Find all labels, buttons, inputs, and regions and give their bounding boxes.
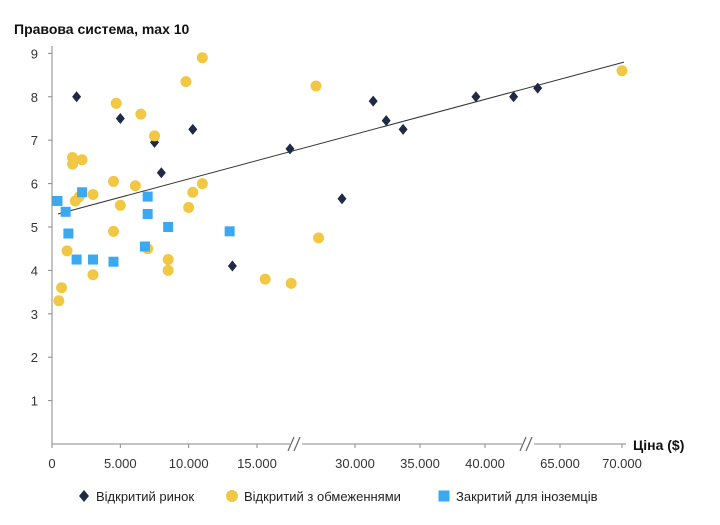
- axis-break-mark: [525, 436, 533, 452]
- data-point-closed: [63, 228, 74, 239]
- x-tick-label: 0: [48, 456, 55, 471]
- data-point-closed: [142, 191, 153, 202]
- data-point-open: [285, 143, 295, 155]
- data-point-closed: [142, 208, 153, 219]
- x-axis-label: Ціна ($): [633, 437, 684, 453]
- data-point-open: [398, 123, 408, 135]
- data-point-open: [381, 115, 391, 127]
- data-point-restricted: [285, 277, 297, 289]
- y-tick-label: 1: [31, 394, 38, 409]
- data-point-open: [533, 82, 543, 94]
- y-tick-label: 7: [31, 133, 38, 148]
- data-point-open: [72, 91, 82, 103]
- plot-area: 1 2 3 4 5 6 7 8 9 0 5.000 10.000 15.000 30.000 35.000 4…: [31, 46, 642, 471]
- data-point-closed: [224, 226, 235, 237]
- x-tick-label: 30.000: [335, 456, 375, 471]
- data-point-restricted: [87, 188, 99, 200]
- data-point-restricted: [616, 65, 628, 77]
- x-tick-label: 15.000: [237, 456, 277, 471]
- data-point-restricted: [135, 108, 147, 120]
- data-point-restricted: [114, 199, 126, 211]
- y-tick-label: 2: [31, 350, 38, 365]
- data-point-restricted: [53, 295, 65, 307]
- data-point-restricted: [196, 178, 208, 190]
- data-point-restricted: [108, 225, 119, 237]
- legend-marker-square: [438, 490, 450, 502]
- data-point-closed: [71, 254, 82, 265]
- data-point-restricted: [259, 273, 271, 285]
- y-tick-label: 4: [31, 263, 38, 278]
- y-tick-label: 5: [31, 220, 38, 235]
- data-points: [52, 52, 628, 307]
- axis-break-mark: [519, 436, 527, 452]
- data-point-open: [337, 193, 347, 205]
- axis-break-mark: [287, 436, 295, 452]
- data-point-closed: [163, 222, 174, 232]
- data-point-restricted: [87, 269, 99, 281]
- legend-label: Закритий для іноземців: [456, 489, 598, 504]
- y-tick-label: 8: [31, 90, 38, 105]
- x-tick-label: 70.000: [602, 456, 642, 471]
- data-point-restricted: [67, 158, 78, 170]
- data-point-open: [188, 123, 198, 135]
- data-point-restricted: [56, 282, 68, 294]
- data-point-restricted: [313, 232, 325, 244]
- y-axis-label: Правова система, max 10: [14, 21, 190, 37]
- y-tick-label: 6: [31, 177, 38, 192]
- trend-line: [57, 61, 625, 215]
- data-point-restricted: [187, 186, 199, 198]
- data-point-open: [471, 91, 481, 103]
- data-point-restricted: [180, 76, 192, 88]
- y-tick-label: 9: [31, 46, 38, 61]
- data-point-restricted: [108, 175, 119, 187]
- legend-label: Відкритий ринок: [96, 489, 194, 504]
- x-tick-label: 35.000: [400, 456, 440, 471]
- data-point-restricted: [61, 245, 73, 257]
- data-point-restricted: [162, 264, 174, 276]
- x-tick-label: 10.000: [169, 456, 209, 471]
- data-point-restricted: [310, 80, 322, 92]
- data-point-closed: [108, 256, 119, 267]
- y-tick-label: 3: [31, 307, 38, 322]
- data-point-closed: [139, 241, 150, 252]
- data-point-restricted: [196, 52, 208, 64]
- legend-marker-circle: [226, 490, 238, 502]
- axis-break-mark: [293, 436, 301, 452]
- data-point-open: [227, 260, 237, 272]
- data-point-restricted: [183, 201, 195, 213]
- legend-marker-diamond: [79, 490, 89, 502]
- data-point-open: [156, 167, 166, 179]
- x-tick-label: 65.000: [540, 456, 580, 471]
- data-point-restricted: [76, 154, 88, 166]
- data-point-restricted: [129, 180, 141, 192]
- data-point-restricted: [162, 254, 174, 266]
- x-tick-label: 40.000: [465, 456, 505, 471]
- x-tick-label: 5.000: [104, 456, 137, 471]
- legend-label: Відкритий з обмеженнями: [244, 489, 401, 504]
- data-point-restricted: [149, 130, 160, 142]
- legend: Відкритий ринок Відкритий з обмеженнями За…: [79, 489, 598, 504]
- data-point-closed: [52, 195, 63, 206]
- data-point-open: [368, 95, 378, 107]
- data-point-closed: [60, 206, 71, 217]
- data-point-closed: [88, 254, 98, 265]
- data-point-restricted: [110, 97, 122, 109]
- data-point-open: [509, 91, 519, 103]
- data-point-closed: [77, 187, 88, 198]
- trendline-layer: [57, 61, 625, 215]
- data-point-open: [115, 113, 125, 124]
